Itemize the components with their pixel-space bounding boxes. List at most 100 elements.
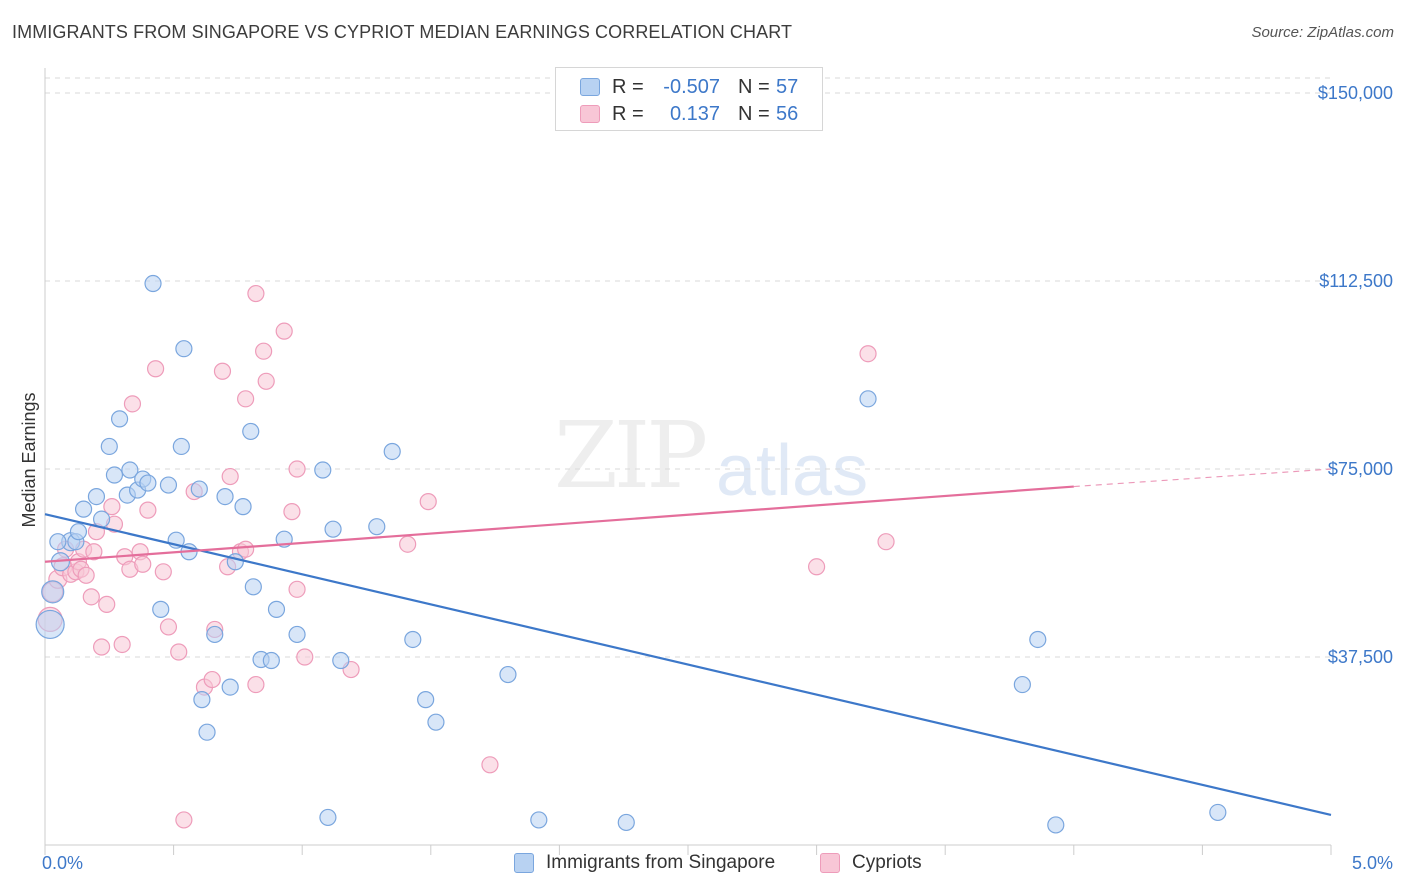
cypriots-point xyxy=(257,372,275,390)
y-tick-label: $75,000 xyxy=(1328,459,1393,479)
legend-swatch-pink xyxy=(580,105,600,123)
source-credit: Source: ZipAtlas.com xyxy=(1251,24,1394,41)
cypriots-point xyxy=(481,756,499,774)
singapore-point xyxy=(206,625,224,644)
singapore-point xyxy=(242,422,260,441)
singapore-point xyxy=(1047,816,1065,834)
cypriots-point xyxy=(82,588,100,606)
singapore-point xyxy=(144,274,162,293)
cypriots-points xyxy=(37,284,895,829)
cypriots-point xyxy=(98,595,116,613)
cypriots-point xyxy=(247,675,265,694)
singapore-point xyxy=(152,600,170,618)
singapore-point xyxy=(100,437,118,456)
cypriots-point xyxy=(221,467,239,486)
cypriots-point xyxy=(113,635,131,654)
singapore-point xyxy=(1029,630,1047,649)
cypriots-point xyxy=(419,493,437,511)
singapore-point xyxy=(417,691,435,709)
singapore-point xyxy=(383,442,401,461)
cypriots-point xyxy=(859,345,877,363)
cypriots-point xyxy=(170,643,188,661)
series-legend-singapore[interactable]: Immigrants from Singapore xyxy=(514,852,775,874)
cypriots-point xyxy=(237,390,255,408)
cypriots-point xyxy=(399,535,417,553)
y-axis-label: Median Earnings xyxy=(19,392,39,527)
singapore-point xyxy=(244,578,262,596)
cypriots-point xyxy=(237,540,255,558)
cypriots-point xyxy=(213,362,232,380)
singapore-point xyxy=(859,390,877,408)
cypriots-point xyxy=(159,618,178,636)
cypriots-point xyxy=(92,638,111,656)
x-tick-label: 5.0% xyxy=(1352,853,1393,873)
singapore-point xyxy=(530,811,548,829)
singapore-point xyxy=(139,474,157,492)
cypriots-point xyxy=(123,395,142,413)
singapore-point xyxy=(226,553,244,571)
legend-n-value: 57 xyxy=(776,75,799,98)
singapore-point xyxy=(159,476,178,494)
legend-row-singapore: R = -0.507 N = 57 xyxy=(580,74,798,100)
singapore-point xyxy=(92,510,111,528)
cypriots-point xyxy=(146,360,165,378)
singapore-point xyxy=(234,498,252,516)
trend-lines xyxy=(44,468,1332,816)
singapore-point xyxy=(175,340,193,358)
cypriots-point xyxy=(255,342,273,360)
series-swatch-pink xyxy=(820,853,840,873)
singapore-point xyxy=(332,651,350,670)
singapore-point xyxy=(368,518,386,536)
series-swatch-blue xyxy=(514,853,534,873)
singapore-point xyxy=(499,665,517,684)
singapore-point xyxy=(1013,675,1031,694)
singapore-point xyxy=(216,487,234,506)
series-label-singapore: Immigrants from Singapore xyxy=(546,852,776,873)
correlation-legend: R = -0.507 N = 57 R = 0.137 N = 56 xyxy=(555,67,823,131)
cypriots-point xyxy=(283,503,301,521)
singapore-point xyxy=(319,808,337,827)
singapore-point xyxy=(262,651,280,670)
cypriots-point xyxy=(77,566,95,584)
watermark-zip: ZIP xyxy=(554,402,708,509)
cypriots-trend-extension xyxy=(1073,468,1332,488)
cypriots-point xyxy=(154,563,172,581)
watermark-atlas: atlas xyxy=(716,431,869,511)
singapore-point xyxy=(87,487,106,506)
cypriots-point xyxy=(296,648,314,666)
singapore-point xyxy=(404,630,422,649)
singapore-point xyxy=(121,461,139,479)
cypriots-point xyxy=(85,543,103,561)
singapore-point xyxy=(221,678,239,696)
x-tick-label: 0.0% xyxy=(42,853,83,873)
singapore-point xyxy=(617,813,635,832)
singapore-point xyxy=(35,609,65,640)
cypriots-point xyxy=(134,555,152,573)
cypriots-point xyxy=(247,284,265,303)
singapore-point xyxy=(69,523,88,541)
series-label-cypriots: Cypriots xyxy=(852,852,922,873)
legend-n-label: N = xyxy=(738,75,770,98)
cypriots-trend-line xyxy=(44,485,1074,563)
grid-lines xyxy=(45,77,1331,658)
cypriots-point xyxy=(288,460,306,478)
legend-r-label: R = xyxy=(612,75,644,98)
singapore-points xyxy=(35,274,1227,834)
axes xyxy=(44,68,1332,855)
singapore-point xyxy=(41,580,65,604)
legend-n-label: N = xyxy=(738,102,770,125)
singapore-point xyxy=(74,500,93,518)
series-legend-cypriots[interactable]: Cypriots xyxy=(820,852,922,874)
cypriots-point xyxy=(203,670,221,689)
singapore-point xyxy=(172,437,190,456)
cypriots-point xyxy=(139,501,157,519)
legend-swatch-blue xyxy=(580,78,600,96)
series-legend: Immigrants from Singapore Cypriots xyxy=(0,852,1406,878)
singapore-point xyxy=(193,691,211,709)
singapore-point xyxy=(267,600,286,618)
cypriots-point xyxy=(807,558,826,576)
chart-title: IMMIGRANTS FROM SINGAPORE VS CYPRIOT MED… xyxy=(12,22,793,42)
singapore-point xyxy=(324,520,342,538)
singapore-point xyxy=(198,723,216,741)
